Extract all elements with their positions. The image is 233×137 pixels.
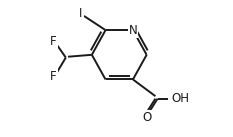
Text: OH: OH — [171, 92, 189, 105]
Text: I: I — [79, 7, 82, 20]
Text: F: F — [50, 70, 57, 83]
Text: O: O — [142, 111, 151, 124]
Text: N: N — [129, 24, 137, 37]
Text: F: F — [50, 35, 57, 48]
